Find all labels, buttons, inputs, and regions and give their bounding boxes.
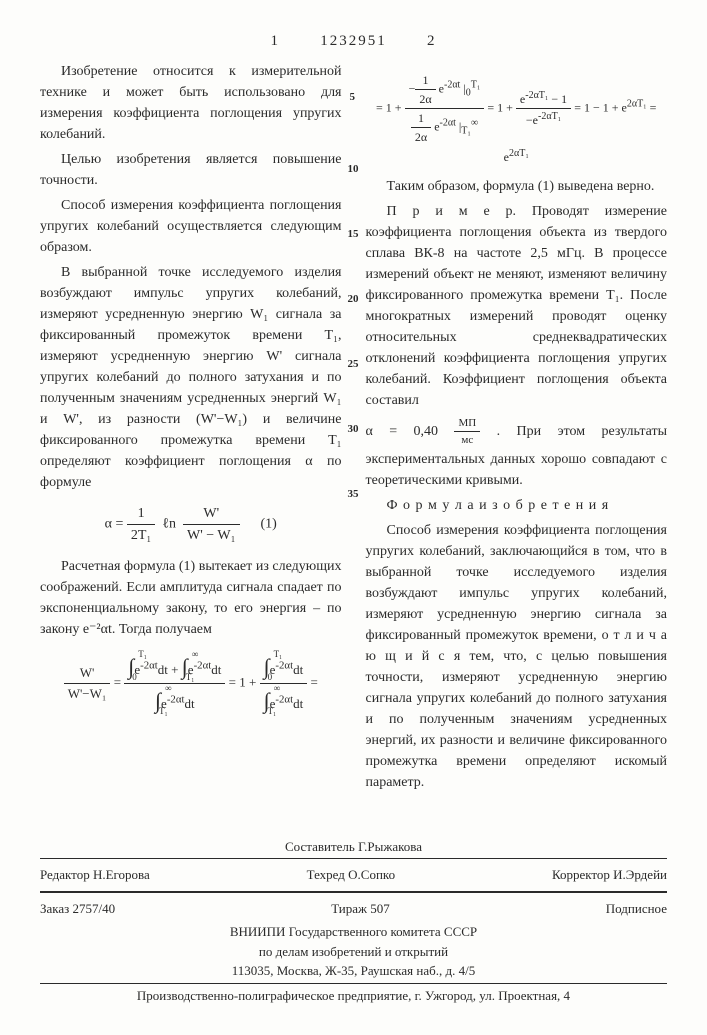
footer-editor: Редактор Н.Егорова — [40, 865, 150, 885]
right-alpha: α = 0,40 МПмс . При этом результаты эксп… — [366, 415, 668, 491]
right-derive-end: Таким образом, формула (1) выведена верн… — [366, 176, 668, 197]
formula-derivation: = 1 + −12α e-2αt |0T₁ 12α e-2αt |T₁∞ = 1… — [366, 71, 668, 166]
line-10: 10 — [348, 161, 359, 178]
line-15: 15 — [348, 226, 359, 243]
doc-number: 1232951 — [320, 33, 387, 49]
footer-tirazh: Тираж 507 — [331, 899, 390, 919]
formula-1: α = 12T₁ ℓn W'W' − W₁ (1) — [40, 503, 342, 546]
left-p4: В выбранной точке исследуемого изделия в… — [40, 262, 342, 493]
right-claim: Способ измерения коэффициента поглощения… — [366, 520, 668, 793]
footer-press: Производственно-полиграфическое предприя… — [40, 986, 667, 1006]
left-column: Изобретение относится к измерительной те… — [40, 61, 342, 797]
formula-integral: W' W'−W₁ = ∫T₁0e-2αtdt + ∫∞T₁e-2αtdt ∫∞T… — [40, 650, 342, 717]
footer-order: Заказ 2757/40 — [40, 899, 115, 919]
left-p1: Изобретение относится к измерительной те… — [40, 61, 342, 145]
formula-header: Ф о р м у л а и з о б р е т е н и я — [366, 495, 668, 516]
footer-techred: Техред О.Сопко — [307, 865, 395, 885]
page-left-num: 1 — [271, 33, 281, 49]
footer-org2: по делам изобретений и открытий — [40, 942, 667, 962]
formula-1-label: (1) — [261, 516, 277, 531]
footer-org1: ВНИИПИ Государственного комитета СССР — [40, 922, 667, 942]
left-p5: Расчетная формула (1) вытекает из следую… — [40, 556, 342, 640]
footer-sign: Подписное — [606, 899, 667, 919]
page-right-num: 2 — [427, 33, 437, 49]
left-p3: Способ измерения коэффициента поглощения… — [40, 195, 342, 258]
line-20: 20 — [348, 291, 359, 308]
line-5: 5 — [350, 89, 356, 106]
left-p2: Целью изобретения является повышение точ… — [40, 149, 342, 191]
line-25: 25 — [348, 356, 359, 373]
line-35: 35 — [348, 486, 359, 503]
footer-corrector: Корректор И.Эрдейи — [552, 865, 667, 885]
footer: Составитель Г.Рыжакова Редактор Н.Егоров… — [40, 837, 667, 1006]
footer-compiler: Составитель Г.Рыжакова — [40, 837, 667, 857]
footer-org3: 113035, Москва, Ж-35, Раушская наб., д. … — [40, 961, 667, 981]
right-example: П р и м е р. Проводят измерение коэффици… — [366, 201, 668, 411]
line-30: 30 — [348, 421, 359, 438]
right-column: = 1 + −12α e-2αt |0T₁ 12α e-2αt |T₁∞ = 1… — [366, 61, 668, 797]
